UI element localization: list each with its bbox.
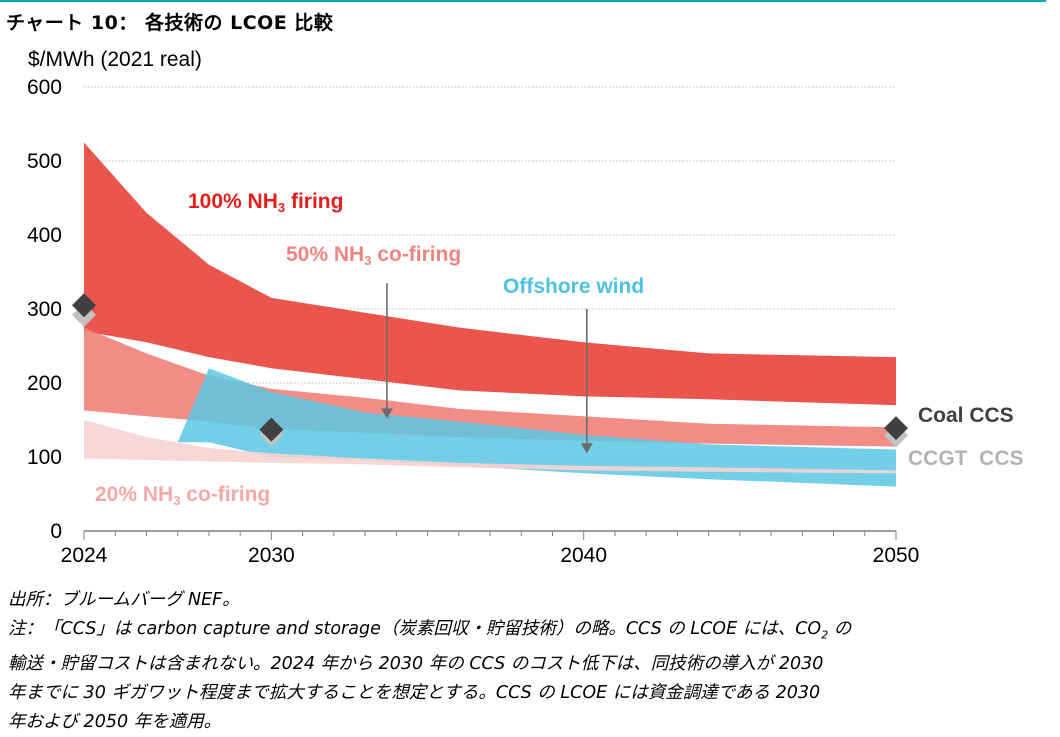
label-20-nh3-co-firing: 20% NH3 co-firing: [95, 483, 270, 508]
note-line-2: 輸送・貯留コストは含まれない。2024 年から 2030 年の CCS のコスト…: [8, 653, 824, 674]
y-axis-label: $/MWh (2021 real): [28, 48, 202, 71]
y-tick-label: 400: [27, 224, 62, 247]
chart: $/MWh (2021 real) 0 100 200 300 400 500 600 202…: [27, 48, 1024, 567]
marker-coal-ccs: [884, 416, 908, 441]
note-line-1-tail: の: [828, 619, 852, 639]
note-line-1: 注：「CCS」は carbon capture and storage（炭素回収…: [8, 615, 1048, 650]
x-tick-label: 2024: [61, 544, 108, 567]
labels: 100% NH3 firing 50% NH3 co-firing Offshore…: [95, 190, 1024, 508]
y-tick-label: 600: [27, 76, 62, 99]
y-tick-label: 500: [27, 150, 62, 173]
arrow-head: [380, 408, 393, 419]
note-line-1-subscript: 2: [821, 628, 829, 642]
label-50-nh3-co-firing: 50% NH3 co-firing: [286, 243, 461, 268]
x-tick-label: 2040: [560, 544, 607, 567]
note-line-4: 年および 2050 年を適用。: [8, 711, 222, 732]
axes: 0 100 200 300 400 500 600 2024 2030 2040 2050: [27, 76, 919, 567]
chart-title: チャート 10： 各技術の LCOE 比較: [6, 12, 334, 34]
marker-coal-ccs: [259, 417, 284, 442]
markers: [72, 293, 908, 448]
y-tick-label: 0: [50, 520, 62, 543]
note-line-1-text: 注：「CCS」は carbon capture and storage（炭素回収…: [8, 619, 822, 639]
label-offshore-wind: Offshore wind: [503, 275, 644, 298]
label-coal-ccs: Coal CCS: [918, 404, 1014, 427]
arrow-head: [580, 443, 593, 454]
footer: 出所：ブルームバーグ NEF。 注：「CCS」は carbon capture …: [8, 586, 1048, 737]
title-rule: [0, 0, 1046, 2]
x-tick-label: 2050: [873, 544, 920, 567]
marker-coal-ccs: [72, 293, 96, 318]
label-ccgt-ccs: CCGT CCS: [908, 447, 1024, 470]
band-20-nh-co-firing: [84, 420, 896, 474]
band-offshore-wind: [177, 368, 896, 487]
arrows: [380, 283, 593, 454]
note-line-3: 年までに 30 ギガワット程度まで拡大することを想定とする。CCS の LCOE…: [8, 682, 821, 703]
y-tick-label: 100: [27, 446, 62, 469]
bands: [84, 142, 896, 487]
x-tick-label: 2030: [248, 544, 295, 567]
y-tick-label: 300: [27, 298, 62, 321]
band-100-nh-firing: [84, 142, 896, 406]
source-note: 出所：ブルームバーグ NEF。: [8, 590, 240, 610]
label-100-nh3-firing: 100% NH3 firing: [188, 190, 343, 215]
y-tick-label: 200: [27, 372, 62, 395]
